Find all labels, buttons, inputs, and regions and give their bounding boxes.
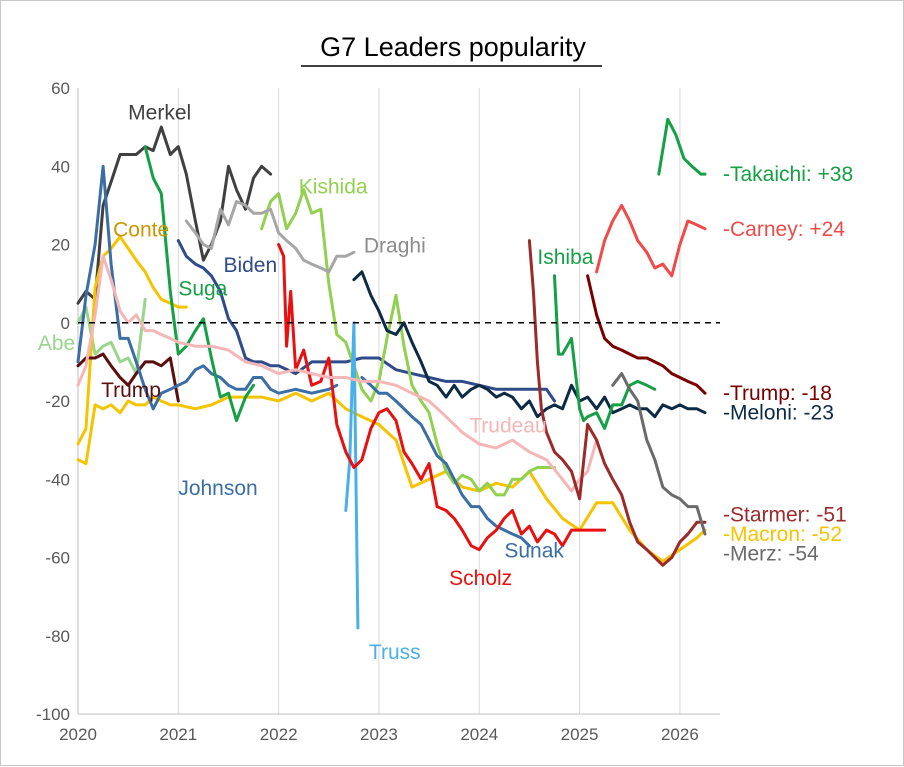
series-line-suga bbox=[143, 145, 255, 423]
end-label: -Trump: -18 bbox=[723, 382, 832, 405]
series-line-johnson bbox=[76, 164, 339, 411]
x-tick-label: 2021 bbox=[159, 725, 197, 744]
y-tick-label: 40 bbox=[51, 157, 70, 176]
series-line-starmer bbox=[527, 239, 707, 567]
y-tick-label: 0 bbox=[61, 314, 70, 333]
series-label-trudeau: Trudeau bbox=[469, 414, 546, 437]
series-line-draghi bbox=[184, 200, 356, 274]
series-label-truss: Truss bbox=[369, 641, 421, 664]
series-label-draghi: Draghi bbox=[364, 234, 426, 257]
y-tick-label: -100 bbox=[36, 705, 70, 724]
series-line-carney bbox=[595, 203, 707, 278]
series-line-takaichi bbox=[657, 117, 707, 176]
end-label: -Starmer: -51 bbox=[723, 503, 847, 526]
x-tick-label: 2026 bbox=[661, 725, 699, 744]
end-label: -Macron: -52 bbox=[723, 523, 842, 546]
series-line-trump bbox=[76, 352, 180, 403]
y-tick-label: 20 bbox=[51, 236, 70, 255]
chart-title: G7 Leaders popularity bbox=[320, 32, 586, 62]
series-line-merkel bbox=[76, 125, 273, 305]
series-label-biden: Biden bbox=[223, 254, 277, 277]
series-label-scholz: Scholz bbox=[449, 567, 512, 590]
series-label-merkel: Merkel bbox=[128, 101, 191, 124]
series-line-meloni bbox=[352, 270, 707, 419]
y-tick-label: -60 bbox=[45, 549, 70, 568]
end-label: -Carney: +24 bbox=[723, 218, 845, 241]
x-tick-label: 2024 bbox=[460, 725, 498, 744]
series-label-johnson: Johnson bbox=[178, 477, 257, 500]
series-line-macron bbox=[76, 391, 707, 563]
x-tick-label: 2023 bbox=[360, 725, 398, 744]
x-tick-label: 2025 bbox=[561, 725, 599, 744]
series-label-abe: Abe bbox=[38, 332, 75, 355]
series-label-sunak: Sunak bbox=[504, 540, 564, 563]
series-label-trump: Trump bbox=[101, 379, 161, 402]
end-label: -Meloni: -23 bbox=[723, 402, 834, 425]
end-label: -Takaichi: +38 bbox=[723, 163, 853, 186]
end-label: -Merz: -54 bbox=[723, 543, 819, 566]
series-group bbox=[76, 117, 720, 630]
y-tick-label: -20 bbox=[45, 392, 70, 411]
series-line-scholz bbox=[277, 243, 607, 552]
series-line-kishida bbox=[260, 188, 556, 497]
series-label-conte: Conte bbox=[113, 219, 169, 242]
series-line-conte bbox=[76, 235, 188, 446]
series-label-kishida: Kishida bbox=[299, 176, 368, 199]
y-tick-label: -80 bbox=[45, 627, 70, 646]
series-label-ishiba: Ishiba bbox=[537, 246, 593, 269]
series-line-trudeau bbox=[76, 254, 599, 493]
y-tick-label: -40 bbox=[45, 470, 70, 489]
y-tick-label: 60 bbox=[51, 79, 70, 98]
series-line-truss bbox=[344, 321, 360, 630]
series-line-trump bbox=[586, 274, 707, 395]
series-line-sunak bbox=[360, 376, 531, 548]
x-tick-label: 2020 bbox=[59, 725, 97, 744]
series-label-suga: Suga bbox=[178, 277, 227, 300]
x-tick-label: 2022 bbox=[260, 725, 298, 744]
series-line-ishiba bbox=[553, 274, 657, 430]
series-line-merz bbox=[611, 372, 707, 536]
